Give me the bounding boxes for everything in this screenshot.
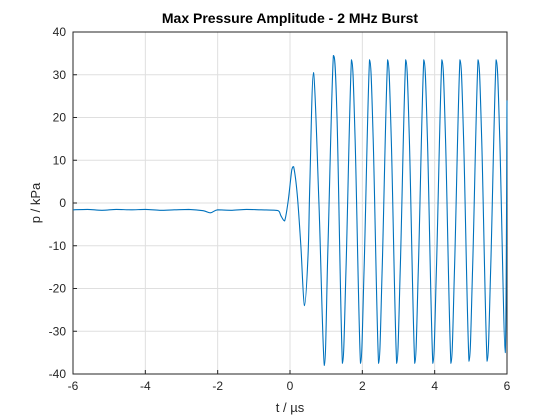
y-tick-label: 30 (53, 68, 67, 82)
x-tick-label: 4 (431, 379, 438, 393)
y-tick-label: 40 (53, 25, 67, 39)
y-tick-label: 0 (59, 196, 66, 210)
x-axis-label: t / µs (276, 400, 305, 415)
y-tick-label: 10 (53, 153, 67, 167)
x-tick-label: 0 (287, 379, 294, 393)
grid (73, 32, 507, 374)
y-tick-label: 20 (53, 111, 67, 125)
y-tick-label: -30 (49, 324, 67, 338)
series-group (72, 54, 508, 366)
y-tick-label: -40 (49, 367, 67, 381)
y-tick-label: -20 (49, 282, 67, 296)
y-tick-label: -10 (49, 239, 67, 253)
y-axis-label: p / kPa (28, 182, 43, 223)
x-tick-label: -4 (140, 379, 151, 393)
chart-title: Max Pressure Amplitude - 2 MHz Burst (162, 10, 419, 26)
x-tick-label: 2 (359, 379, 366, 393)
x-tick-label: 6 (504, 379, 511, 393)
x-tick-label: -2 (212, 379, 223, 393)
x-tick-label: -6 (68, 379, 79, 393)
pressure-series-line (72, 54, 508, 366)
